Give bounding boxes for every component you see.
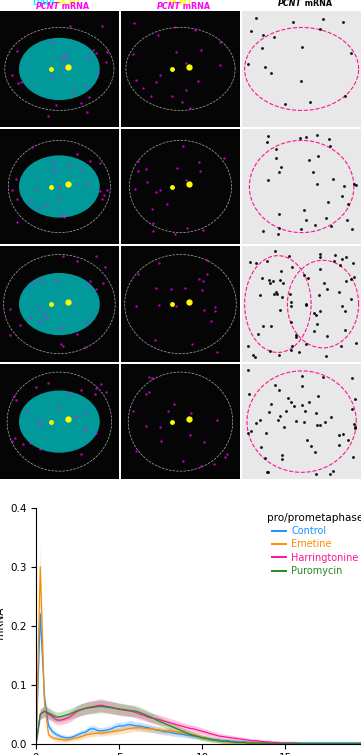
Text: mRNA: mRNA <box>59 2 90 11</box>
Point <box>330 82 335 94</box>
Point <box>189 44 195 56</box>
Text: mRNA: mRNA <box>180 2 210 11</box>
Legend: Control, Emetine, Harringtonine, Puromycin: Control, Emetine, Harringtonine, Puromyc… <box>263 509 361 580</box>
Text: PCNT: PCNT <box>169 0 192 7</box>
Text: mRNA: mRNA <box>0 608 6 643</box>
Ellipse shape <box>19 156 100 217</box>
Point <box>347 156 353 168</box>
Ellipse shape <box>19 273 100 335</box>
Ellipse shape <box>19 390 100 453</box>
Point <box>162 69 168 81</box>
Ellipse shape <box>19 38 100 100</box>
Text: mRNA: mRNA <box>302 0 332 8</box>
Point <box>353 0 359 3</box>
Text: DAPI: DAPI <box>33 0 57 7</box>
Text: PCNT: PCNT <box>35 2 59 11</box>
Text: PCNT: PCNT <box>278 0 302 8</box>
Text: PCNT: PCNT <box>57 0 82 7</box>
Point <box>317 156 322 168</box>
Point <box>264 97 269 109</box>
Point <box>150 54 156 66</box>
Text: PCNT: PCNT <box>157 2 180 11</box>
